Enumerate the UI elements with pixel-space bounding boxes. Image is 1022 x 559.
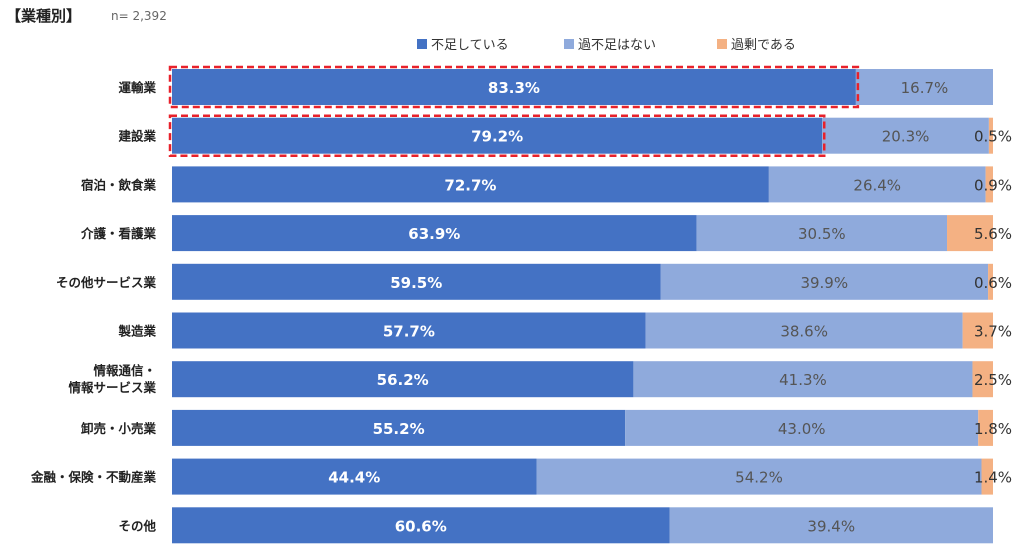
bar-segment-2-6 — [972, 361, 993, 398]
bar-segment-0-8 — [172, 458, 537, 495]
bar-segment-1-7 — [625, 409, 979, 446]
data-label-2-6: 2.5% — [974, 371, 1012, 389]
bar-segment-1-6 — [633, 361, 973, 398]
data-label-0-5: 57.7% — [383, 323, 435, 341]
data-label-1-7: 43.0% — [778, 420, 826, 438]
highlight-box-0 — [168, 65, 860, 109]
data-label-0-8: 44.4% — [328, 469, 380, 487]
data-label-0-1: 79.2% — [471, 128, 523, 146]
data-label-2-1: 0.5% — [974, 128, 1012, 146]
legend: 不足している 過不足はない 過剰である — [417, 38, 796, 53]
bar-segment-0-9 — [172, 507, 670, 544]
category-label: 建設業 — [118, 129, 156, 144]
data-label-1-2: 26.4% — [853, 176, 901, 194]
category-label: 情報通信・情報サービス業 — [68, 363, 156, 395]
data-label-0-9: 60.6% — [395, 517, 447, 535]
bar-segment-2-7 — [978, 409, 993, 446]
bar-segment-1-8 — [536, 458, 982, 495]
highlights — [168, 65, 860, 157]
data-label-2-2: 0.9% — [974, 176, 1012, 194]
data-label-0-0: 83.3% — [488, 79, 540, 97]
bar-segment-0-6 — [172, 361, 634, 398]
legend-swatch-0 — [417, 39, 427, 49]
bar-segment-0-7 — [172, 409, 626, 446]
category-label: 介護・看護業 — [80, 226, 157, 241]
legend-label-0: 不足している — [431, 38, 509, 53]
sample-size-label: n= 2,392 — [111, 9, 167, 23]
legend-label-1: 過不足はない — [578, 38, 656, 53]
data-label-1-0: 16.7% — [901, 79, 949, 97]
bar-segment-0-0 — [172, 69, 856, 105]
chart-title: 【業種別】 — [6, 7, 81, 25]
bar-segment-1-2 — [768, 166, 986, 203]
category-label: 宿泊・飲食業 — [81, 177, 157, 192]
data-label-1-3: 30.5% — [798, 225, 846, 243]
data-label-0-6: 56.2% — [377, 371, 429, 389]
bar-segment-1-3 — [696, 215, 948, 252]
data-label-1-4: 39.9% — [800, 274, 848, 292]
data-label-1-6: 41.3% — [779, 371, 827, 389]
bar-segment-1-0 — [855, 69, 993, 105]
data-label-1-1: 20.3% — [882, 128, 930, 146]
bar-segment-1-4 — [660, 263, 989, 300]
data-label-2-3: 5.6% — [974, 225, 1012, 243]
bar-segment-2-3 — [947, 215, 993, 252]
bar-segment-2-2 — [985, 166, 993, 203]
data-label-2-5: 3.7% — [974, 323, 1012, 341]
data-label-2-4: 0.6% — [974, 274, 1012, 292]
bar-segment-0-4 — [172, 263, 661, 300]
category-label: その他サービス業 — [56, 275, 157, 290]
category-label: 金融・保険・不動産業 — [30, 470, 157, 485]
bar-segment-2-8 — [981, 458, 993, 495]
bar-segment-2-4 — [988, 263, 993, 300]
legend-label-2: 過剰である — [731, 38, 796, 53]
data-label-0-2: 72.7% — [444, 176, 496, 194]
bar-segment-0-1 — [172, 117, 823, 154]
bar-segment-1-5 — [645, 312, 963, 349]
data-label-0-3: 63.9% — [408, 225, 460, 243]
category-label: 製造業 — [117, 324, 156, 339]
data-label-1-5: 38.6% — [780, 323, 828, 341]
category-label: 卸売・小売業 — [81, 421, 157, 436]
bar-segment-2-5 — [962, 312, 993, 349]
data-label-1-8: 54.2% — [735, 469, 783, 487]
legend-swatch-2 — [717, 39, 727, 49]
bar-segment-1-1 — [822, 117, 989, 154]
data-label-2-8: 1.4% — [974, 469, 1012, 487]
legend-swatch-1 — [564, 39, 574, 49]
bar-segment-0-2 — [172, 166, 769, 203]
bar-segment-1-9 — [669, 507, 993, 544]
category-label: 運輸業 — [118, 80, 156, 95]
data-label-1-9: 39.4% — [807, 517, 855, 535]
data-label-0-7: 55.2% — [373, 420, 425, 438]
bars: 運輸業 83.3% 16.7% 建設業 79.2% 20.3% 0.5% 宿泊・飲食業 72.7… — [30, 69, 1012, 544]
data-label-0-4: 59.5% — [390, 274, 442, 292]
bar-segment-0-5 — [172, 312, 646, 349]
category-label: その他 — [118, 518, 156, 533]
bar-segment-2-1 — [988, 117, 993, 154]
bar-segment-0-3 — [172, 215, 697, 252]
data-label-2-7: 1.8% — [974, 420, 1012, 438]
highlight-box-1 — [168, 114, 826, 157]
